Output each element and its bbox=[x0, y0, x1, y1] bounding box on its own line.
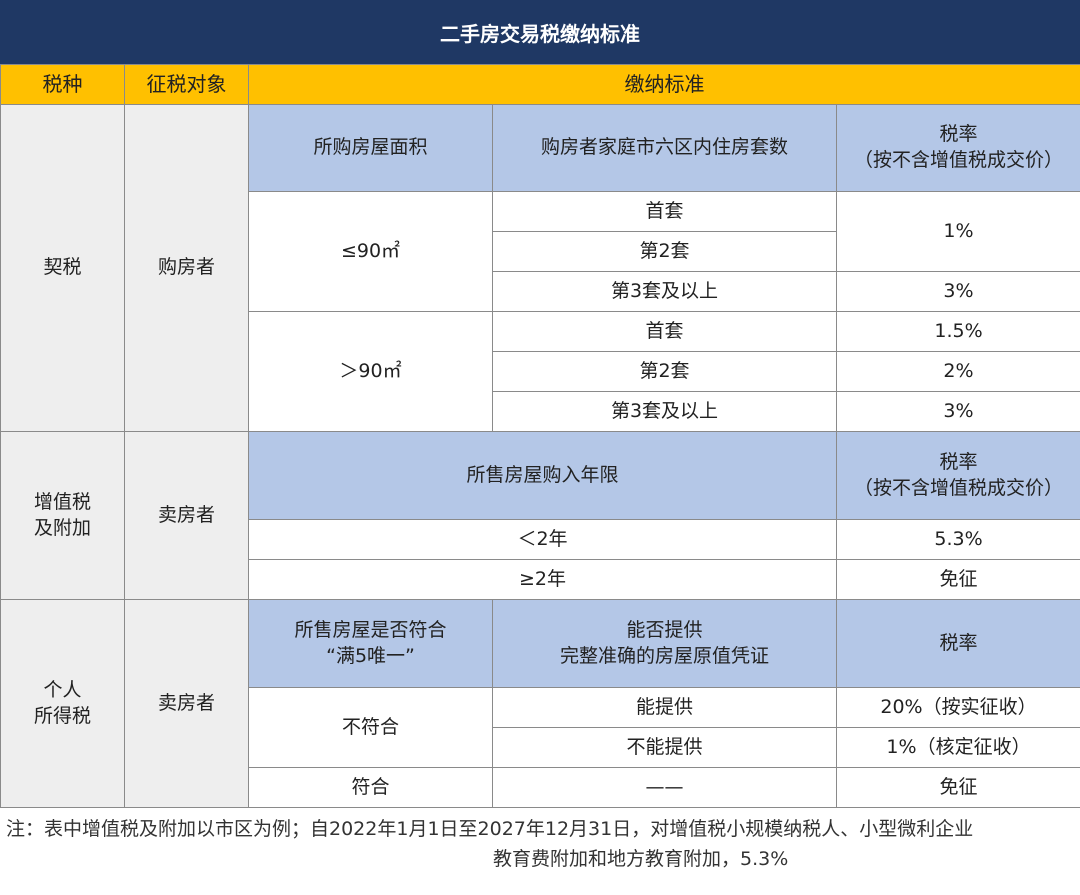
count-third: 第3套及以上 bbox=[492, 391, 837, 432]
col-rate-note: （按不含增值税成交价） bbox=[853, 476, 1063, 499]
col-rate-label: 税率 bbox=[939, 123, 978, 146]
col-proof-line1: 能否提供 bbox=[626, 618, 703, 641]
table-row: 增值税 及附加 卖房者 所售房屋购入年限 税率 （按不含增值税成交价） bbox=[0, 431, 1080, 600]
deed-tax-object: 购房者 bbox=[124, 104, 249, 432]
rate-large-2: 2% bbox=[836, 351, 1080, 392]
header-standard: 缴纳标准 bbox=[248, 64, 1080, 105]
income-tax-name-line2: 所得税 bbox=[33, 704, 91, 727]
table-row: 第3套及以上 3% bbox=[1, 271, 1080, 312]
income-tax-object: 卖房者 bbox=[124, 599, 249, 808]
table-row: 契税 购房者 所购房屋面积 购房者家庭市六区内住房套数 税率 （按不含增值税成交… bbox=[0, 104, 1080, 432]
col-holding-years: 所售房屋购入年限 bbox=[248, 431, 837, 520]
table-row: 不符合 能提供 20%（按实征收） bbox=[1, 687, 1080, 768]
col-rate-note: （按不含增值税成交价） bbox=[853, 149, 1063, 171]
col-condition-line1: 所售房屋是否符合 bbox=[294, 618, 447, 641]
table-row: ≥2年 免征 bbox=[1, 559, 1080, 600]
col-rate: 税率 （按不含增值税成交价） bbox=[836, 104, 1080, 192]
table-row: 第2套 bbox=[1, 231, 1080, 272]
rate-match: 免征 bbox=[836, 767, 1080, 808]
count-second: 第2套 bbox=[492, 231, 837, 272]
count-third: 第3套及以上 bbox=[492, 271, 837, 312]
rate-small-3: 3% bbox=[836, 271, 1080, 312]
area-large: ＞90㎡ bbox=[248, 311, 493, 432]
table-title: 二手房交易税缴纳标准 bbox=[0, 0, 1080, 64]
footnote-line2: 教育费附加和地方教育附加，5.3% bbox=[493, 848, 789, 870]
vat-object: 卖房者 bbox=[124, 431, 249, 600]
col-proof-line2: 完整准确的房屋原值凭证 bbox=[559, 644, 769, 667]
deed-tax-name: 契税 bbox=[0, 104, 125, 432]
rate-small-12: 1% bbox=[836, 191, 1080, 272]
vat-rate-ge2: 免征 bbox=[836, 559, 1080, 600]
rate-can: 20%（按实征收） bbox=[836, 687, 1080, 728]
vat-name: 增值税 及附加 bbox=[0, 431, 125, 600]
col-rate: 税率 bbox=[836, 599, 1080, 688]
rate-large-3: 3% bbox=[836, 391, 1080, 432]
count-first: 首套 bbox=[492, 191, 837, 232]
col-proof: 能否提供 完整准确的房屋原值凭证 bbox=[492, 599, 837, 688]
proof-na: —— bbox=[492, 767, 837, 808]
table-row: 第3套及以上 3% bbox=[1, 391, 1080, 432]
header-row: 税种 征税对象 缴纳标准 bbox=[0, 64, 1080, 105]
footnote-line1: 注：表中增值税及附加以市区为例；自2022年1月1日至2027年12月31日，对… bbox=[6, 818, 974, 840]
col-rate-label: 税率 bbox=[939, 450, 978, 473]
footnote: 注：表中增值税及附加以市区为例；自2022年1月1日至2027年12月31日，对… bbox=[0, 814, 1080, 874]
table-row: ＜2年 5.3% bbox=[1, 519, 1080, 560]
income-tax-name-line1: 个人 bbox=[43, 678, 82, 701]
vat-years-ge2: ≥2年 bbox=[248, 559, 837, 600]
col-house-count: 购房者家庭市六区内住房套数 bbox=[492, 104, 837, 192]
vat-rate-lt2: 5.3% bbox=[836, 519, 1080, 560]
area-small: ≤90㎡ bbox=[248, 191, 493, 312]
count-second: 第2套 bbox=[492, 351, 837, 392]
proof-can: 能提供 bbox=[492, 687, 837, 728]
income-tax-name: 个人 所得税 bbox=[0, 599, 125, 808]
table-row: ＞90㎡ 首套 1.5% bbox=[1, 311, 1080, 432]
tax-table: 税种 征税对象 缴纳标准 契税 购房者 所购房屋面积 购房者家庭市六区内住房套数… bbox=[0, 64, 1080, 808]
header-object: 征税对象 bbox=[124, 64, 249, 105]
vat-name-line1: 增值税 bbox=[33, 490, 91, 513]
rate-cannot: 1%（核定征收） bbox=[836, 727, 1080, 768]
vat-years-lt2: ＜2年 bbox=[248, 519, 837, 560]
vat-name-line2: 及附加 bbox=[33, 516, 91, 539]
count-first: 首套 bbox=[492, 311, 837, 352]
header-tax-type: 税种 bbox=[0, 64, 125, 105]
table-row: 第2套 2% bbox=[1, 351, 1080, 392]
table-row: 个人 所得税 卖房者 所售房屋是否符合 “满5唯一” 能否提供 完整准确的房屋原… bbox=[0, 599, 1080, 808]
cond-match: 符合 bbox=[248, 767, 493, 808]
rate-large-1: 1.5% bbox=[836, 311, 1080, 352]
cond-not-match: 不符合 bbox=[248, 687, 493, 768]
table-row: 不能提供 1%（核定征收） bbox=[1, 727, 1080, 768]
col-rate: 税率 （按不含增值税成交价） bbox=[836, 431, 1080, 520]
table-row: 符合 —— 免征 bbox=[1, 767, 1080, 808]
col-condition: 所售房屋是否符合 “满5唯一” bbox=[248, 599, 493, 688]
table-row: ≤90㎡ 首套 1% bbox=[1, 191, 1080, 312]
col-area: 所购房屋面积 bbox=[248, 104, 493, 192]
proof-cannot: 不能提供 bbox=[492, 727, 837, 768]
col-condition-line2: “满5唯一” bbox=[326, 644, 415, 667]
